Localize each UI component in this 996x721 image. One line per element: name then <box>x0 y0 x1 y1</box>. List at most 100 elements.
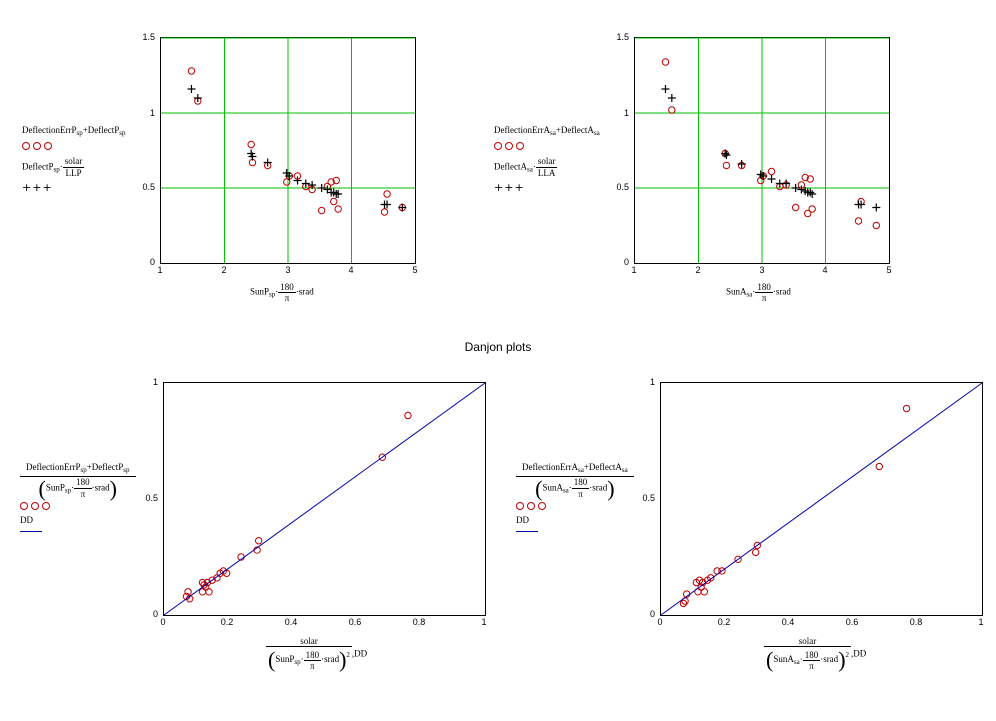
data-point-circle <box>791 203 800 212</box>
y-tick: 0.5 <box>642 493 655 503</box>
y-tick: 1 <box>623 108 629 118</box>
x-tick: 1 <box>978 617 984 627</box>
legend-sub: sp <box>76 129 83 137</box>
y-tick: 0 <box>649 609 655 619</box>
circle-marker-icon <box>42 502 50 510</box>
legend-text: DeflectA <box>494 161 527 172</box>
x-tick: 1 <box>157 265 163 275</box>
circle-marker-icon <box>33 142 41 150</box>
data-point-circle <box>198 588 207 596</box>
data-point-plus <box>767 175 776 183</box>
data-point-plus <box>248 152 257 161</box>
legend-p4: DeflectionErrAsa+DeflectAsa (SunAsa· 180 π… <box>516 462 634 537</box>
data-point-plus <box>806 188 815 197</box>
data-point-plus <box>667 94 676 102</box>
legend-sub: sa <box>526 165 533 174</box>
data-point-plus <box>722 151 731 159</box>
legend-text: DeflectionErrP <box>22 125 77 135</box>
data-point-circle <box>661 58 670 66</box>
x-tick: 3 <box>285 265 291 275</box>
x-tick: 2 <box>695 265 701 275</box>
data-point-plus <box>857 200 866 209</box>
circle-marker-icon <box>516 142 524 150</box>
data-point-circle <box>383 190 391 198</box>
y-tick: 1 <box>152 377 158 387</box>
legend-text: +DeflectA <box>555 125 594 135</box>
data-point-plus <box>317 184 326 192</box>
data-point-plus <box>721 149 730 158</box>
data-point-plus <box>791 184 800 192</box>
data-point-plus <box>808 190 817 198</box>
data-point-plus <box>759 172 768 180</box>
data-point-circle <box>378 453 386 461</box>
line-marker-icon <box>20 531 42 533</box>
y-tick: 1.5 <box>616 32 629 42</box>
x-axis-label-p1: SunPsp· 180 π ·srad <box>250 282 314 303</box>
x-tick: 0.8 <box>412 617 426 627</box>
series-line <box>660 382 983 616</box>
x-tick: 0.6 <box>845 617 859 627</box>
data-point-circle <box>404 411 412 420</box>
x-tick: 5 <box>886 265 892 275</box>
line-marker-icon <box>516 531 538 533</box>
y-tick: 1 <box>149 108 155 118</box>
x-tick: 4 <box>822 265 828 275</box>
legend-sub: sp <box>53 165 60 174</box>
x-tick: 5 <box>412 265 418 275</box>
data-point-circle <box>283 178 291 186</box>
data-point-circle <box>254 537 263 545</box>
data-point-circle <box>872 221 880 230</box>
x-tick: 0.4 <box>284 617 298 627</box>
data-point-circle <box>751 548 760 557</box>
data-point-plus <box>383 200 392 209</box>
circle-marker-icon <box>44 142 52 150</box>
circle-marker-icon <box>505 142 513 150</box>
data-point-plus <box>308 181 317 189</box>
x-tick: 3 <box>759 265 765 275</box>
legend-text: DD <box>20 515 33 525</box>
plus-marker-icon: + <box>42 181 52 194</box>
data-point-circle <box>247 140 255 149</box>
data-point-circle <box>722 161 731 170</box>
data-point-plus <box>193 94 202 102</box>
data-point-plus <box>301 179 310 188</box>
legend-fraction: solar LLA <box>535 156 558 178</box>
x-tick: 1 <box>481 617 487 627</box>
x-axis-label-p4: solar (SunAsa· 180 π ·srad)2 ,DD <box>764 636 867 672</box>
data-point-plus <box>661 85 670 93</box>
circle-marker-icon <box>494 142 502 150</box>
data-point-circle <box>875 462 883 471</box>
data-point-plus <box>285 172 294 180</box>
circle-marker-icon <box>527 502 535 510</box>
circle-marker-icon <box>538 502 546 510</box>
y-tick: 0 <box>149 257 155 267</box>
data-point-plus <box>737 160 746 168</box>
data-point-circle <box>334 205 342 213</box>
legend-p3: DeflectionErrPsp+DeflectPsp (SunPsp· 180 π… <box>20 462 136 537</box>
plus-marker-icon: + <box>504 181 514 194</box>
data-point-circle <box>203 578 212 587</box>
circle-marker-icon <box>516 502 524 510</box>
data-point-plus <box>334 190 343 198</box>
x-tick: 0 <box>657 617 663 627</box>
legend-p2: DeflectionErrAsa+DeflectAsa DeflectAsa· s… <box>494 125 600 194</box>
x-tick: 4 <box>348 265 354 275</box>
y-tick: 0.5 <box>616 182 629 192</box>
data-point-circle <box>806 175 814 183</box>
y-tick: 1 <box>649 377 655 387</box>
x-tick: 0 <box>160 617 166 627</box>
x-tick: 0.8 <box>909 617 923 627</box>
data-point-circle <box>902 404 911 413</box>
x-tick: 2 <box>221 265 227 275</box>
data-point-circle <box>327 178 335 186</box>
data-point-circle <box>187 67 196 75</box>
plus-marker-icon: + <box>22 181 32 194</box>
circle-marker-icon <box>22 142 30 150</box>
x-tick: 0.2 <box>717 617 731 627</box>
data-point-circle <box>718 567 726 575</box>
x-tick: 0.4 <box>781 617 795 627</box>
y-tick: 0 <box>152 609 158 619</box>
legend-sub: sp <box>119 129 126 137</box>
data-point-circle <box>332 176 340 185</box>
